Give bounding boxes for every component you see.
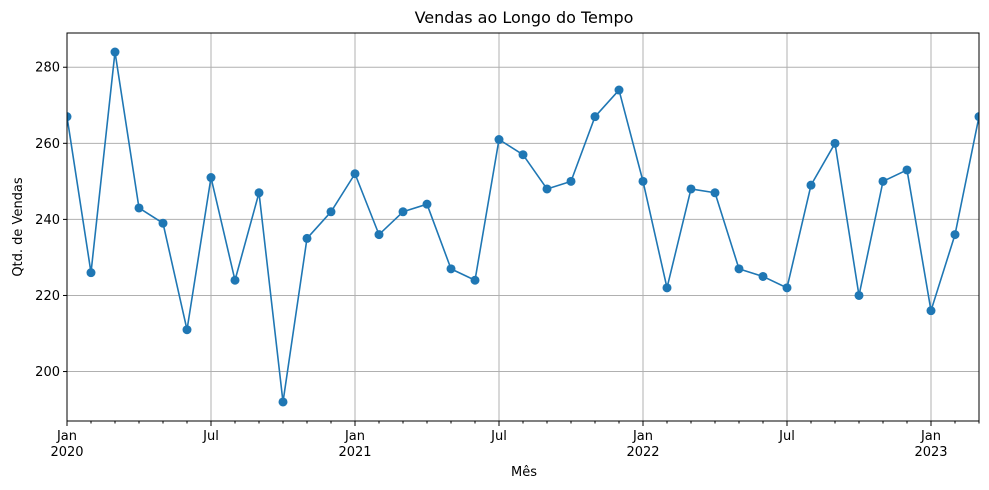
data-point	[494, 135, 504, 145]
data-point	[950, 230, 960, 240]
x-tick-label: Jul	[778, 429, 795, 444]
x-axis-title: Mês	[511, 465, 537, 480]
data-point	[206, 173, 216, 183]
data-point	[278, 397, 288, 407]
y-tick-label: 260	[35, 137, 60, 152]
data-point	[158, 218, 168, 228]
series-layer	[67, 47, 979, 407]
x-tick-year-label: 2023	[914, 445, 947, 460]
data-point	[182, 325, 192, 335]
x-tick-year-label: 2021	[338, 445, 371, 460]
data-point	[398, 207, 408, 217]
data-point	[230, 275, 240, 285]
data-point	[470, 275, 480, 285]
data-point	[67, 112, 72, 122]
data-point	[926, 306, 936, 316]
chart-title: Vendas ao Longo do Tempo	[415, 8, 634, 27]
x-tick-year-label: 2020	[50, 445, 83, 460]
data-point	[134, 203, 144, 213]
data-point	[326, 207, 336, 217]
x-tick-label: Jan	[56, 429, 77, 444]
data-point	[254, 188, 264, 198]
data-point	[830, 138, 840, 148]
y-tick-label: 280	[35, 61, 60, 76]
data-point	[902, 165, 912, 175]
x-tick-label: Jan	[344, 429, 365, 444]
data-point	[518, 150, 528, 160]
data-point	[758, 271, 768, 281]
data-point	[446, 264, 456, 274]
y-tick-label: 220	[35, 289, 60, 304]
data-point	[710, 188, 720, 198]
data-point	[614, 85, 624, 95]
data-point	[350, 169, 360, 179]
data-point	[974, 112, 979, 122]
data-point	[686, 184, 696, 194]
data-point	[734, 264, 744, 274]
data-point	[782, 283, 792, 293]
y-axis-title: Qtd. de Vendas	[11, 177, 26, 277]
series-0	[67, 47, 979, 407]
data-point	[566, 176, 576, 186]
x-tick-label: Jan	[920, 429, 941, 444]
x-tick-label: Jan	[632, 429, 653, 444]
data-point	[878, 176, 888, 186]
data-point	[302, 233, 312, 243]
y-tick-label: 200	[35, 365, 60, 380]
data-point	[590, 112, 600, 122]
data-point	[542, 184, 552, 194]
data-point	[374, 230, 384, 240]
x-tick-year-label: 2022	[626, 445, 659, 460]
y-tick-label: 240	[35, 213, 60, 228]
data-point	[662, 283, 672, 293]
data-point	[806, 180, 816, 190]
x-tick-label: Jul	[490, 429, 507, 444]
data-point	[854, 290, 864, 300]
data-point	[422, 199, 432, 209]
data-point	[86, 268, 96, 278]
x-tick-label: Jul	[202, 429, 219, 444]
data-point	[110, 47, 120, 57]
y-axis: 200 220 240 260 280	[35, 61, 67, 380]
data-point	[638, 176, 648, 186]
